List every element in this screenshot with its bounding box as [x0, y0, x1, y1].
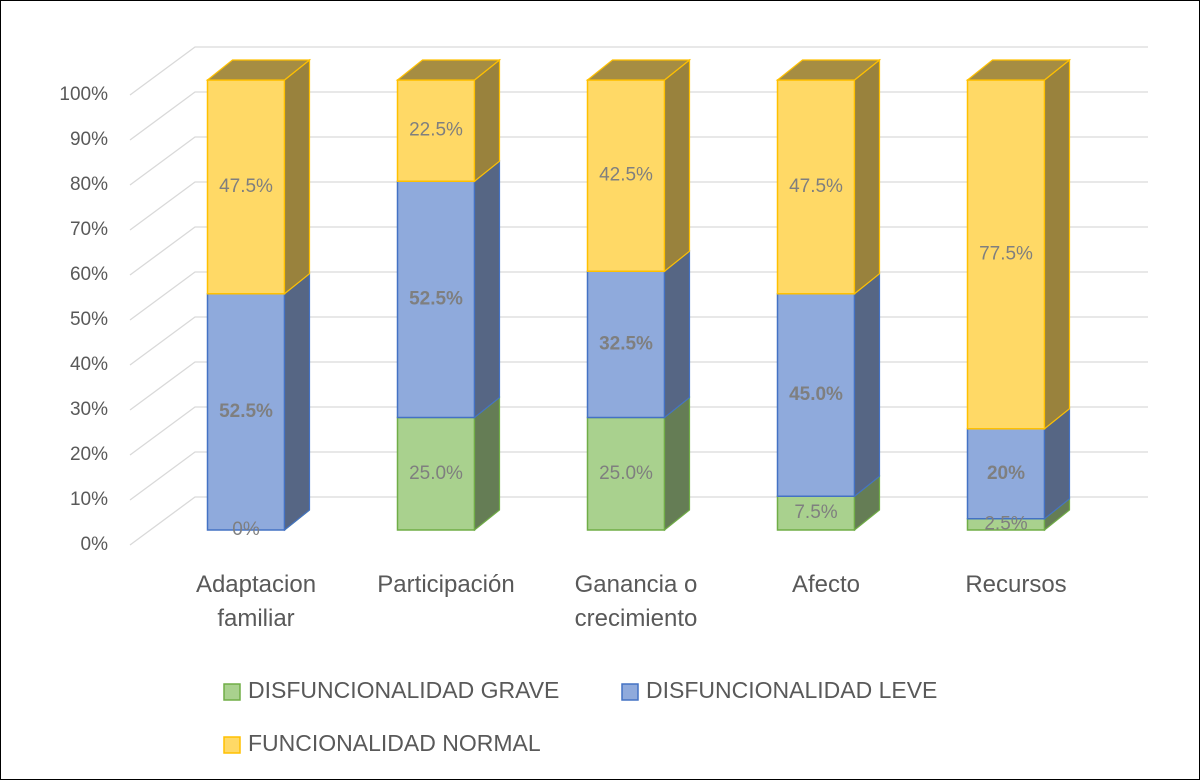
- bar-side: [473, 396, 501, 532]
- data-label: 45.0%: [789, 384, 843, 405]
- data-label: 42.5%: [599, 165, 653, 186]
- bar-front: [776, 495, 856, 531]
- data-label: 52.5%: [409, 288, 463, 309]
- x-tick-label-box: Ganancia o crecimiento: [574, 571, 698, 632]
- bar-top: [395, 59, 502, 81]
- bar-top: [965, 59, 1072, 81]
- bar-side: [1043, 58, 1071, 430]
- x-tick-label: Ganancia o crecimiento: [574, 571, 698, 632]
- y-tick-label: 90%: [70, 129, 108, 150]
- x-tick-label-box: Adaptacion familiar: [195, 571, 317, 632]
- bar-front: [966, 79, 1046, 430]
- data-label: 77.5%: [979, 243, 1033, 264]
- data-label: 22.5%: [409, 120, 463, 141]
- data-label: 20%: [987, 463, 1025, 484]
- data-label: 25.0%: [599, 463, 653, 484]
- legend-swatch: [621, 683, 639, 701]
- legend-swatch: [223, 683, 241, 701]
- y-tick-label: 100%: [59, 84, 108, 105]
- bar-side: [473, 58, 501, 183]
- bar-front: [396, 79, 476, 182]
- bar-front: [396, 416, 476, 531]
- y-tick-label: 40%: [70, 354, 108, 375]
- y-tick-label: 0%: [81, 534, 109, 555]
- legend-swatch: [223, 736, 241, 754]
- x-tick-label-box: Recursos: [965, 571, 1067, 598]
- grid-line: [129, 46, 1148, 96]
- data-label: 52.5%: [219, 401, 273, 422]
- bar-top: [205, 59, 312, 81]
- data-label: 47.5%: [219, 176, 273, 197]
- data-label: 47.5%: [789, 176, 843, 197]
- bar-side: [663, 58, 691, 273]
- data-label: 7.5%: [794, 502, 837, 523]
- bar-front: [776, 293, 856, 497]
- y-tick-label: 30%: [70, 399, 108, 420]
- bar-side: [853, 58, 881, 295]
- y-tick-label: 60%: [70, 264, 108, 285]
- bar-side: [283, 58, 311, 295]
- bar-side: [853, 272, 881, 498]
- bar-side: [663, 396, 691, 532]
- bar-front: [776, 79, 856, 295]
- y-tick-label: 70%: [70, 219, 108, 240]
- y-tick-label: 10%: [70, 489, 108, 510]
- bar-front: [586, 79, 666, 272]
- x-tick-label: Afecto: [791, 571, 861, 598]
- data-label: 0%: [232, 519, 260, 540]
- x-tick-label-box: Afecto: [791, 571, 861, 598]
- bar-side: [663, 250, 691, 419]
- legend-label: FUNCIONALIDAD NORMAL: [248, 730, 541, 756]
- y-tick-label: 80%: [70, 174, 108, 195]
- x-tick-label-box: Participación: [377, 571, 515, 598]
- bar-front: [586, 270, 666, 419]
- x-tick-label: Adaptacion familiar: [195, 571, 317, 632]
- legend-label: DISFUNCIONALIDAD GRAVE: [248, 677, 559, 703]
- x-tick-label: Participación: [377, 571, 515, 598]
- y-tick-label: 20%: [70, 444, 108, 465]
- bar-front: [396, 180, 476, 419]
- legend-label: DISFUNCIONALIDAD LEVE: [646, 677, 937, 703]
- data-label: 2.5%: [984, 513, 1027, 534]
- bar-top: [585, 59, 692, 81]
- data-label: 25.0%: [409, 463, 463, 484]
- bar-side: [473, 160, 501, 419]
- data-label: 32.5%: [599, 333, 653, 354]
- y-tick-label: 50%: [70, 309, 108, 330]
- x-tick-label: Recursos: [965, 571, 1067, 598]
- bar-top: [775, 59, 882, 81]
- bar-side: [283, 272, 311, 532]
